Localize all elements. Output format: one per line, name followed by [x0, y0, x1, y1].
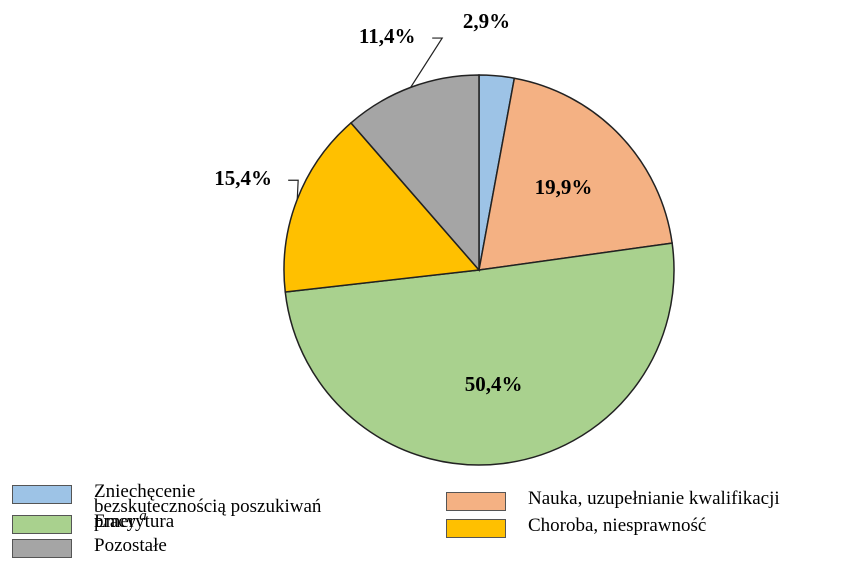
legend-label: Emerytura: [94, 511, 175, 532]
legend-text: Choroba, niesprawność: [528, 515, 828, 536]
legend-item: Zniechęcenie bezskutecznością poszukiwań…: [12, 481, 324, 532]
data-label: 50,4%: [465, 372, 523, 396]
pie-slice: [349, 74, 480, 273]
legend-swatch: [12, 539, 72, 558]
data-label: 2,9%: [463, 9, 510, 33]
legend-item: Emerytura: [12, 511, 394, 534]
pie-slice: [478, 77, 673, 271]
legend-label: Choroba, niesprawność: [528, 515, 707, 536]
legend-swatch: [446, 492, 506, 511]
legend-item: Nauka, uzupełnianie kwalifikacji: [446, 488, 828, 511]
legend-text: Zniechęcenie bezskutecznością poszukiwań…: [94, 481, 324, 532]
legend-item: Choroba, niesprawność: [446, 515, 828, 538]
leader-line: [288, 179, 299, 200]
data-label: 15,4%: [214, 166, 272, 190]
legend-swatch: [446, 519, 506, 538]
pie-slice: [284, 242, 675, 466]
footnote-mark: a: [139, 507, 147, 524]
data-label: 19,9%: [535, 175, 593, 199]
legend-text: Emerytura: [94, 511, 394, 532]
legend-text: Pozostałe: [94, 535, 394, 556]
legend-label: Nauka, uzupełnianie kwalifikacji: [528, 488, 780, 509]
legend-label: Pozostałe: [94, 535, 167, 556]
legend-text: Nauka, uzupełnianie kwalifikacji: [528, 488, 828, 509]
pie-slice: [283, 121, 481, 293]
legend-label: Zniechęcenie bezskutecznością poszukiwań…: [94, 481, 322, 532]
leader-line: [410, 37, 444, 88]
legend-swatch: [12, 485, 72, 504]
data-label: 11,4%: [359, 24, 416, 48]
chart: 2,9% 19,9% 50,4% 15,4% 11,4%: [214, 9, 675, 466]
legend-item: Pozostałe: [12, 535, 394, 558]
legend-swatch: [12, 515, 72, 534]
